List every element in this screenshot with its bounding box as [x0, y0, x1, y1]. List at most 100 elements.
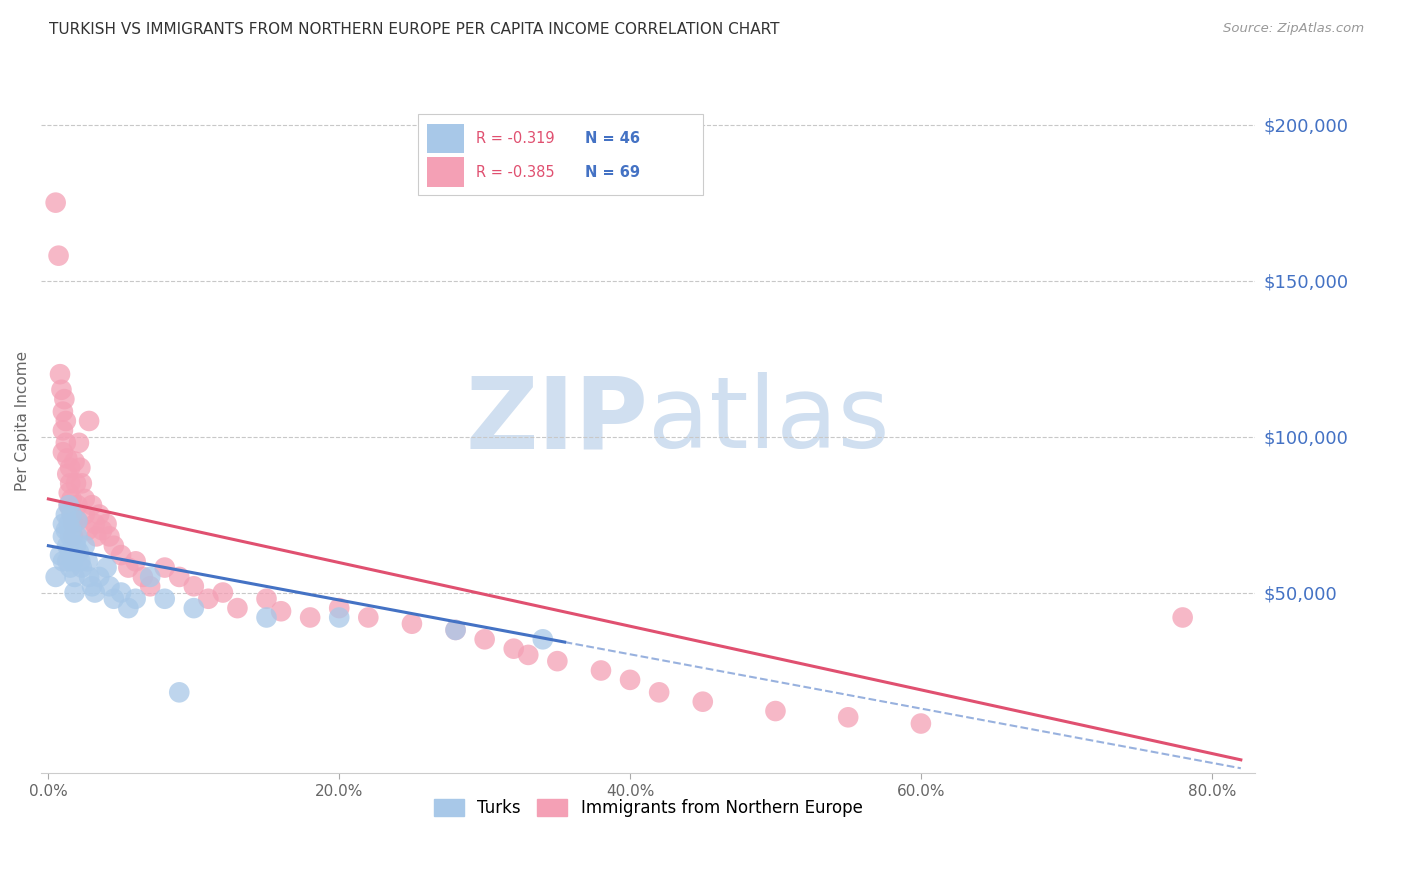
Point — [58, 498, 80, 512]
Point — [132, 570, 155, 584]
Point — [648, 685, 671, 699]
Point — [59, 545, 82, 559]
Point — [96, 560, 118, 574]
Point — [357, 610, 380, 624]
Point — [52, 529, 75, 543]
Point — [517, 648, 540, 662]
Point — [56, 554, 79, 568]
FancyBboxPatch shape — [427, 123, 464, 153]
Point — [619, 673, 641, 687]
Point — [91, 523, 114, 537]
Text: atlas: atlas — [648, 373, 890, 469]
Point — [77, 570, 100, 584]
Point — [62, 554, 84, 568]
Point — [167, 685, 190, 699]
Point — [153, 591, 176, 606]
Point — [59, 476, 82, 491]
Point — [444, 623, 467, 637]
Legend: Turks, Immigrants from Northern Europe: Turks, Immigrants from Northern Europe — [426, 790, 870, 825]
Point — [60, 491, 83, 506]
Point — [49, 548, 72, 562]
Point — [167, 570, 190, 584]
Point — [139, 579, 162, 593]
Point — [62, 529, 84, 543]
Point — [63, 585, 86, 599]
FancyBboxPatch shape — [418, 114, 703, 195]
FancyBboxPatch shape — [427, 157, 464, 187]
Point — [139, 570, 162, 584]
Point — [70, 476, 93, 491]
Point — [48, 249, 70, 263]
Point — [59, 560, 82, 574]
Text: R = -0.319: R = -0.319 — [475, 131, 554, 145]
Point — [1171, 610, 1194, 624]
Point — [328, 610, 350, 624]
Point — [49, 367, 72, 381]
Point — [70, 560, 93, 574]
Point — [910, 716, 932, 731]
Point — [89, 570, 111, 584]
Point — [66, 529, 89, 543]
Point — [98, 529, 121, 543]
Point — [692, 695, 714, 709]
Point — [124, 591, 146, 606]
Point — [84, 516, 107, 531]
Point — [89, 508, 111, 522]
Point — [59, 529, 82, 543]
Point — [80, 579, 103, 593]
Point — [55, 435, 77, 450]
Point — [52, 423, 75, 437]
Point — [96, 516, 118, 531]
Point — [58, 498, 80, 512]
Point — [765, 704, 787, 718]
Point — [77, 414, 100, 428]
Point — [69, 554, 91, 568]
Point — [117, 601, 139, 615]
Point — [103, 591, 125, 606]
Point — [474, 632, 496, 647]
Point — [153, 560, 176, 574]
Point — [63, 570, 86, 584]
Point — [124, 554, 146, 568]
Point — [55, 508, 77, 522]
Point — [52, 516, 75, 531]
Point — [69, 460, 91, 475]
Point — [52, 445, 75, 459]
Point — [76, 554, 98, 568]
Point — [58, 485, 80, 500]
Point — [226, 601, 249, 615]
Point — [66, 498, 89, 512]
Point — [62, 539, 84, 553]
Point — [531, 632, 554, 647]
Point — [53, 392, 76, 406]
Point — [55, 414, 77, 428]
Point — [60, 508, 83, 522]
Point — [66, 514, 89, 528]
Point — [45, 570, 67, 584]
Point — [52, 554, 75, 568]
Point — [110, 585, 132, 599]
Point — [65, 539, 87, 553]
Text: Source: ZipAtlas.com: Source: ZipAtlas.com — [1223, 22, 1364, 36]
Point — [80, 498, 103, 512]
Point — [837, 710, 859, 724]
Point — [444, 623, 467, 637]
Point — [73, 539, 96, 553]
Point — [328, 601, 350, 615]
Point — [110, 548, 132, 562]
Point — [103, 539, 125, 553]
Point — [66, 514, 89, 528]
Point — [73, 491, 96, 506]
Point — [59, 460, 82, 475]
Text: TURKISH VS IMMIGRANTS FROM NORTHERN EUROPE PER CAPITA INCOME CORRELATION CHART: TURKISH VS IMMIGRANTS FROM NORTHERN EURO… — [49, 22, 780, 37]
Point — [60, 508, 83, 522]
Point — [589, 664, 612, 678]
Point — [546, 654, 568, 668]
Point — [62, 516, 84, 531]
Point — [73, 508, 96, 522]
Point — [67, 545, 90, 559]
Point — [502, 641, 524, 656]
Point — [51, 383, 73, 397]
Point — [45, 195, 67, 210]
Point — [52, 404, 75, 418]
